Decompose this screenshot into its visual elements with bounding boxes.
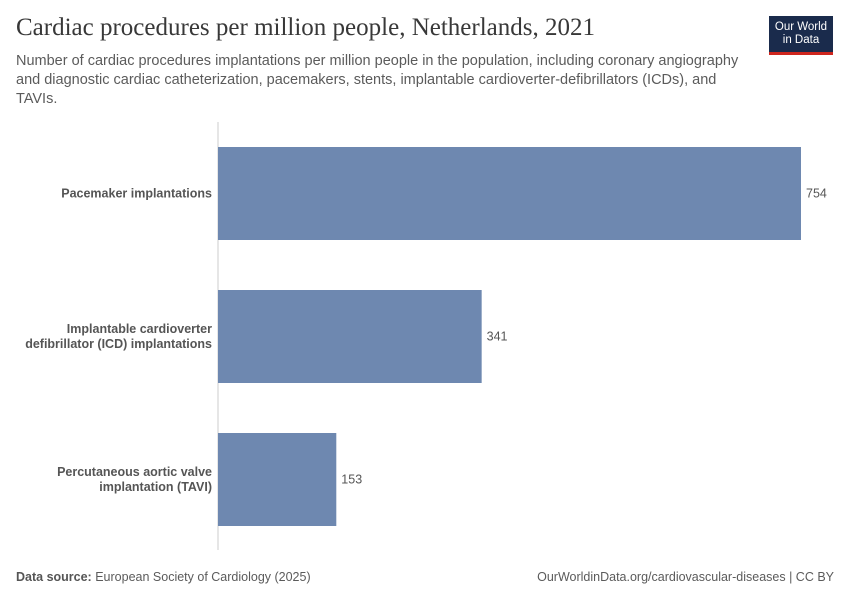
source-label: Data source: <box>16 570 92 584</box>
bar[interactable] <box>218 147 801 240</box>
owid-logo[interactable]: Our World in Data <box>769 16 833 55</box>
bar[interactable] <box>218 433 337 526</box>
source-text[interactable]: European Society of Cardiology (2025) <box>95 570 311 584</box>
data-label: 153 <box>341 473 362 487</box>
category-label: Percutaneous aortic valve implantation (T… <box>57 465 212 494</box>
chart-subtitle: Number of cardiac procedures implantatio… <box>16 53 739 107</box>
chart-title: Cardiac procedures per million people, N… <box>16 14 595 41</box>
data-label: 754 <box>806 187 827 201</box>
data-label: 341 <box>487 330 508 344</box>
category-label: Pacemaker implantations <box>61 187 212 201</box>
category-label: Implantable cardioverter defibrillator (I… <box>25 322 212 351</box>
bar[interactable] <box>218 290 482 383</box>
data-source: Data source: European Society of Cardiol… <box>16 570 311 584</box>
footer-url[interactable]: OurWorldinData.org/cardiovascular-diseas… <box>537 570 834 584</box>
